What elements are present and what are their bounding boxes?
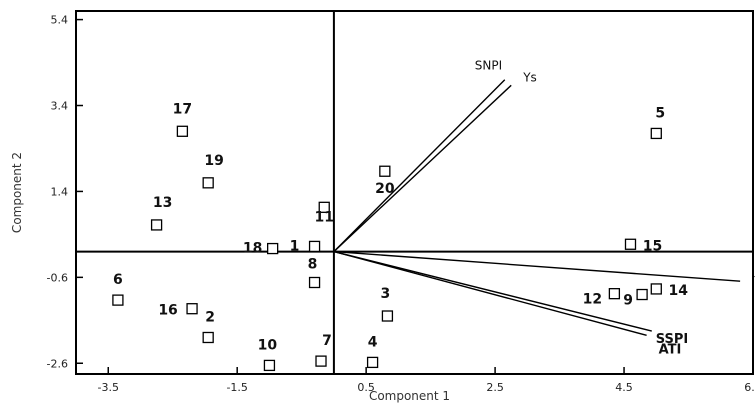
vector-label-ys: Ys [522,70,537,84]
x-axis-ticks: -3.5 -1.5 0.5 2.5 4.5 6.5 [98,367,755,394]
point-label-9: 9 [623,293,633,309]
y-tick-label: -2.6 [47,357,68,370]
point-9 [636,288,648,301]
point-label-7: 7 [322,333,332,349]
y-tick-label: 3.4 [51,100,69,113]
point-label-6: 6 [113,272,123,288]
point-14 [650,283,662,295]
point-label-16: 16 [158,303,177,319]
point-label-11: 11 [314,209,333,225]
vector-ys [333,84,512,253]
x-tick-label: -3.5 [98,381,119,394]
point-13 [150,219,163,231]
point-15 [624,238,637,250]
vector-snpi [333,79,506,253]
point-label-13: 13 [153,195,172,211]
point-3 [381,310,394,322]
point-label-12: 12 [583,292,602,308]
point-11 [318,201,330,213]
point-6 [112,294,124,306]
x-tick-label: 4.5 [615,381,633,394]
point-18 [267,242,279,255]
x-tick-label: 6.5 [744,381,755,394]
x-axis-title: Component 1 [369,389,450,403]
point-label-8: 8 [308,256,318,272]
y-tick-label: 1.4 [51,185,69,198]
vector-sspi [333,250,652,332]
y-tick-label: -0.6 [47,271,68,284]
point-20 [379,165,391,177]
point-label-14: 14 [669,283,689,299]
point-label-20: 20 [375,181,395,197]
x-tick-label: 0.5 [357,381,375,394]
vector-ati [333,250,647,337]
point-label-17: 17 [173,101,192,117]
point-5 [650,127,662,140]
point-label-10: 10 [258,337,278,353]
point-label-3: 3 [381,286,391,302]
x-tick-label: 2.5 [486,381,504,394]
point-label-15: 15 [643,238,662,254]
point-label-5: 5 [655,105,665,121]
point-2 [202,331,214,344]
point-label-4: 4 [368,334,378,350]
y-axis-ticks: 5.4 3.4 1.4 -0.6 -2.6 [47,14,83,370]
point-label-1: 1 [290,238,300,254]
point-17 [176,125,189,137]
point-12 [608,288,621,300]
vector-label-snpi: SNPI [475,59,502,73]
vector-label-sspi: SSPI [656,332,689,347]
y-axis-title: Component 2 [10,152,24,233]
point-7 [315,355,327,367]
point-label-19: 19 [204,153,223,169]
point-8 [308,276,321,289]
x-tick-label: -1.5 [226,381,247,394]
point-16 [186,303,198,315]
y-tick-label: 5.4 [51,14,69,27]
point-4 [366,356,379,369]
point-label-18: 18 [243,241,262,257]
vector-label-ati: ATI [659,342,682,357]
vector-label-yn: Yn [753,274,755,288]
point-1 [308,240,321,253]
plot-frame [75,10,754,375]
point-10 [263,359,276,372]
point-label-2: 2 [205,309,215,325]
point-19 [202,177,214,189]
vector-yn [333,250,741,282]
